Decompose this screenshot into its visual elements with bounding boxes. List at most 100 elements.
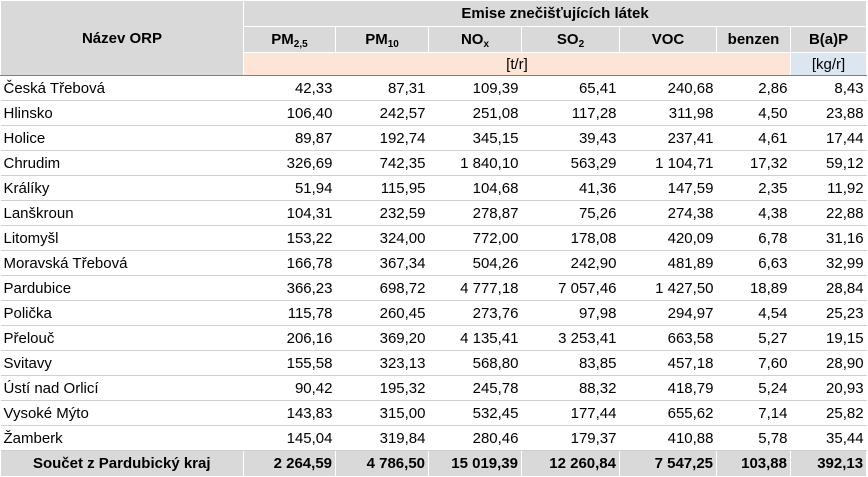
value-cell: 195,32 [335,375,429,401]
table-row: Chrudim 326,69 742,35 1 840,10 563,29 1 104,7… [0,150,867,176]
value-cell: 8,43 [790,75,867,101]
pollutant-header: PM2,5 [243,26,336,53]
value-cell: 3 253,41 [521,325,620,351]
pollutant-header: PM10 [335,26,429,53]
orp-name-cell: Chrudim [0,150,244,176]
name-column-header: Název ORP [0,0,244,76]
value-cell: 59,12 [790,150,867,176]
value-cell: 326,69 [243,150,336,176]
value-cell: 2,35 [716,175,791,201]
table-row: Žamberk 145,04 319,84 280,46 179,37 410,88 5,7… [0,425,867,451]
value-cell: 115,78 [243,300,336,326]
value-cell: 83,85 [521,350,620,376]
value-cell: 324,00 [335,225,429,251]
value-cell: 280,46 [428,425,522,451]
value-cell: 6,63 [716,250,791,276]
value-cell: 90,42 [243,375,336,401]
unit-tons-label: [t/r] [243,52,791,76]
value-cell: 5,27 [716,325,791,351]
total-value-cell: 15 019,39 [428,450,522,476]
value-cell: 104,31 [243,200,336,226]
value-cell: 273,76 [428,300,522,326]
total-row: Součet z Pardubický kraj 2 264,59 4 786,5… [0,450,868,476]
orp-name-cell: Hlinsko [0,100,244,126]
value-cell: 742,35 [335,150,429,176]
value-cell: 504,26 [428,250,522,276]
value-cell: 28,84 [790,275,867,301]
value-cell: 41,36 [521,175,620,201]
table-row: Lanškroun 104,31 232,59 278,87 75,26 274,38 4,… [0,200,867,226]
value-cell: 251,08 [428,100,522,126]
value-cell: 410,88 [619,425,717,451]
value-cell: 206,16 [243,325,336,351]
pollutant-symbol: PM [365,31,388,48]
value-cell: 155,58 [243,350,336,376]
value-cell: 568,80 [428,350,522,376]
pollutant-symbol: B(a)P [808,31,849,48]
table-row: Holice 89,87 192,74 345,15 39,43 237,41 4,61 17… [0,125,867,151]
table-row: Králíky 51,94 115,95 104,68 41,36 147,59 2,35 1… [0,175,867,201]
value-cell: 245,78 [428,375,522,401]
value-cell: 147,59 [619,175,717,201]
value-cell: 1 104,71 [619,150,717,176]
value-cell: 35,44 [790,425,867,451]
table-row: Polička 115,78 260,45 273,76 97,98 294,97 4,54… [0,300,867,326]
value-cell: 166,78 [243,250,336,276]
table-row: Přelouč 206,16 369,20 4 135,41 3 253,41 663,5… [0,325,867,351]
value-cell: 28,90 [790,350,867,376]
value-cell: 89,87 [243,125,336,151]
value-cell: 42,33 [243,75,336,101]
value-cell: 4,50 [716,100,791,126]
value-cell: 260,45 [335,300,429,326]
value-cell: 481,89 [619,250,717,276]
value-cell: 240,68 [619,75,717,101]
value-cell: 143,83 [243,400,336,426]
value-cell: 457,18 [619,350,717,376]
value-cell: 663,58 [619,325,717,351]
emissions-group-header: Emise znečišťujících látek [242,0,868,27]
value-cell: 4 777,18 [428,275,522,301]
pollutant-symbol: benzen [727,31,780,48]
value-cell: 366,23 [243,275,336,301]
value-cell: 32,99 [790,250,867,276]
value-cell: 23,88 [790,100,867,126]
value-cell: 655,62 [619,400,717,426]
value-cell: 65,41 [521,75,620,101]
value-cell: 278,87 [428,200,522,226]
value-cell: 772,00 [428,225,522,251]
value-cell: 25,23 [790,300,867,326]
value-cell: 104,68 [428,175,522,201]
value-cell: 117,28 [521,100,620,126]
value-cell: 294,97 [619,300,717,326]
orp-name-cell: Ústí nad Orlicí [0,375,244,401]
value-cell: 418,79 [619,375,717,401]
orp-name-cell: Svitavy [0,350,244,376]
value-cell: 17,44 [790,125,867,151]
pollutant-header: VOC [619,26,717,53]
value-cell: 22,88 [790,200,867,226]
total-value-cell: 4 786,50 [335,450,429,476]
orp-name-cell: Vysoké Mýto [0,400,244,426]
pollutant-symbol: PM [271,31,294,48]
orp-name-cell: Žamberk [0,425,244,451]
orp-name-cell: Polička [0,300,244,326]
value-cell: 315,00 [335,400,429,426]
value-cell: 4,54 [716,300,791,326]
value-cell: 369,20 [335,325,429,351]
value-cell: 19,15 [790,325,867,351]
table-row: Česká Třebová 42,33 87,31 109,39 65,41 240,68… [0,75,867,101]
value-cell: 177,44 [521,400,620,426]
value-cell: 1 427,50 [619,275,717,301]
total-value-cell: 7 547,25 [619,450,717,476]
pollutant-header: SO2 [521,26,620,53]
pollutant-subscript: x [483,39,490,50]
table-row: Vysoké Mýto 143,83 315,00 532,45 177,44 655,6… [0,400,867,426]
value-cell: 17,32 [716,150,791,176]
value-cell: 109,39 [428,75,522,101]
total-value-cell: 103,88 [716,450,791,476]
value-cell: 532,45 [428,400,522,426]
value-cell: 31,16 [790,225,867,251]
value-cell: 319,84 [335,425,429,451]
orp-name-cell: Pardubice [0,275,244,301]
